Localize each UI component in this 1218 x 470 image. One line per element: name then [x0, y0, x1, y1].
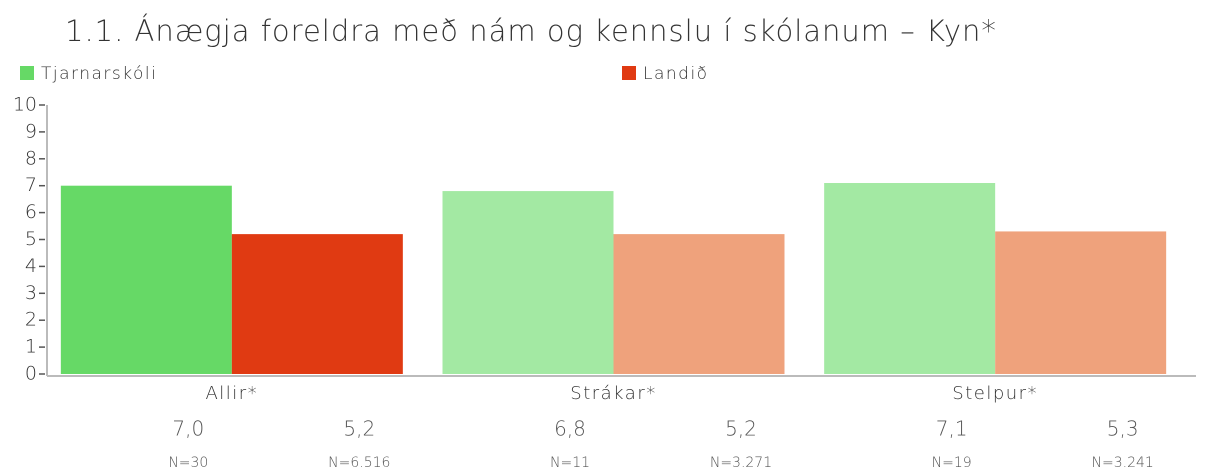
n-label: N=19 [932, 455, 972, 470]
bar [442, 191, 614, 374]
y-tick-label: 6 [25, 201, 37, 223]
y-tick-label: 0 [25, 363, 37, 385]
bar [995, 231, 1167, 374]
value-label: 5,2 [343, 417, 375, 441]
x-tick-label: Allir* [205, 383, 258, 404]
y-tick-label: 3 [25, 282, 37, 304]
y-tick-label: 8 [25, 147, 37, 169]
y-tick-label: 9 [25, 120, 37, 142]
bar [824, 183, 996, 374]
y-tick-label: 10 [13, 94, 37, 116]
value-label: 5,3 [1107, 417, 1139, 441]
y-tick-label: 4 [25, 255, 37, 277]
legend-swatch [20, 66, 34, 80]
y-tick-label: 5 [25, 228, 37, 250]
y-tick-label: 2 [25, 309, 37, 331]
value-label: 6,8 [554, 417, 586, 441]
bar [60, 185, 232, 374]
value-label: 7,0 [172, 417, 204, 441]
n-label: N=6.516 [328, 455, 390, 470]
bar [231, 234, 403, 374]
y-tick-label: 7 [25, 174, 37, 196]
bar [613, 234, 785, 374]
n-label: N=11 [550, 455, 590, 470]
n-label: N=30 [168, 455, 208, 470]
x-tick-label: Stelpur* [952, 383, 1038, 404]
chart-title: 1.1. Ánægja foreldra með nám og kennslu … [65, 14, 997, 48]
x-tick-label: Strákar* [570, 383, 656, 404]
legend-swatch [622, 66, 636, 80]
n-label: N=3.271 [710, 455, 772, 470]
value-label: 7,1 [936, 417, 968, 441]
n-label: N=3.241 [1092, 455, 1154, 470]
legend-label: Tjarnarskóli [41, 64, 157, 84]
value-label: 5,2 [725, 417, 757, 441]
y-tick-label: 1 [25, 336, 37, 358]
legend-label: Landið [643, 64, 709, 84]
